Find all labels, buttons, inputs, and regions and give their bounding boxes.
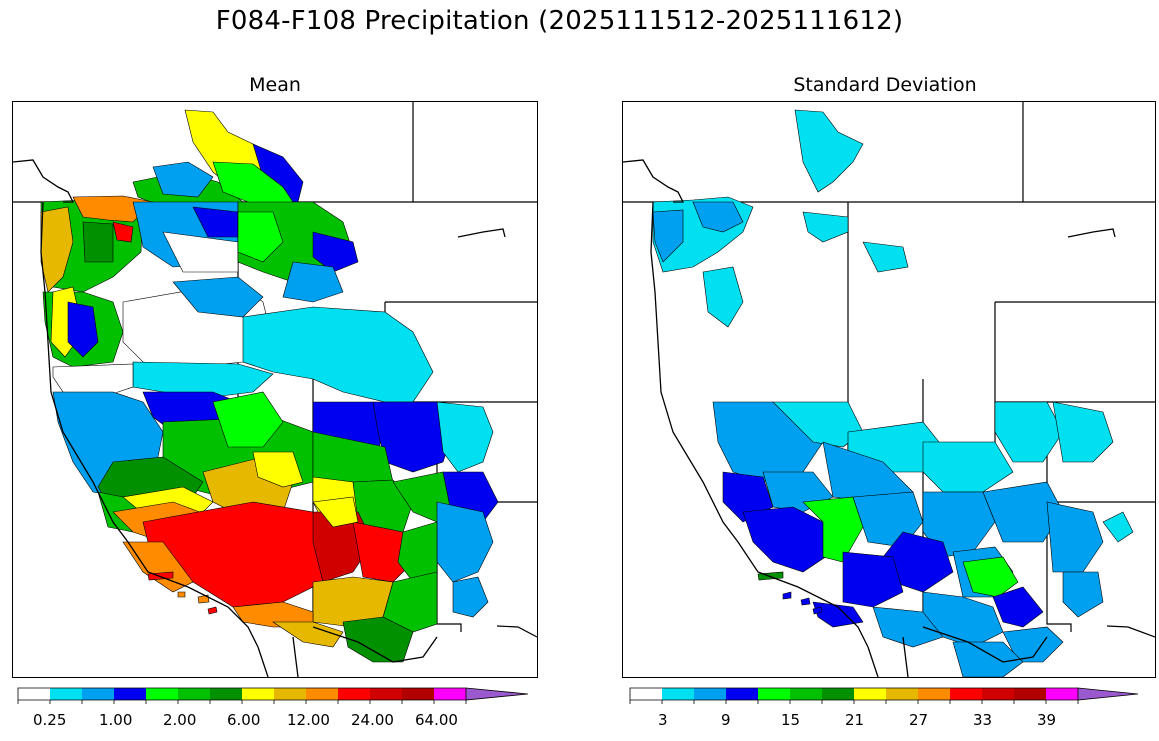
std-tick-label: 33	[973, 711, 993, 729]
mean-map	[12, 101, 538, 678]
colorbar-segment	[726, 688, 758, 700]
colorbar-segment	[18, 688, 50, 700]
colorbar-segment	[210, 688, 242, 700]
colorbar-segment	[50, 688, 82, 700]
coastline	[623, 159, 1116, 677]
colorbar-segment	[306, 688, 338, 700]
mean-tick-label: 64.00	[415, 711, 458, 729]
colorbar-extension	[1077, 687, 1139, 701]
mean-map-canvas	[13, 102, 537, 677]
colorbar-segment	[662, 688, 694, 700]
colorbar-segment	[82, 688, 114, 700]
panel-title-std: Standard Deviation	[793, 74, 977, 96]
colorbar-segment	[758, 688, 790, 700]
std-tick-label: 27	[909, 711, 929, 729]
colorbar-segment	[694, 688, 726, 700]
colorbar-segment	[790, 688, 822, 700]
colorbar-segment	[1014, 688, 1046, 700]
mean-colorbar-svg	[17, 687, 529, 704]
colorbar-segment	[242, 688, 274, 700]
mean-precip-basins	[40, 109, 499, 663]
mean-tick-label: 6.00	[227, 711, 261, 729]
colorbar-segment	[886, 688, 918, 700]
colorbar-segment	[1046, 688, 1078, 700]
colorbar-segment	[402, 688, 434, 700]
std-tick-label: 9	[721, 711, 731, 729]
colorbar-segment	[370, 688, 402, 700]
colorbar-segment	[630, 688, 662, 700]
std-tick-label: 39	[1037, 711, 1057, 729]
colorbar-segment	[146, 688, 178, 700]
colorbar-segment	[822, 688, 854, 700]
std-tick-label: 15	[781, 711, 801, 729]
std-colorbar	[629, 687, 1140, 708]
std-map	[622, 101, 1156, 678]
colorbar-segment	[178, 688, 210, 700]
std-colorbar-svg	[629, 687, 1139, 704]
std-precip-basins	[652, 109, 1134, 677]
std-tick-label: 3	[658, 711, 668, 729]
mean-tick-label: 2.00	[163, 711, 197, 729]
colorbar-segment	[274, 688, 306, 700]
colorbar-extension	[465, 687, 529, 701]
coastline	[13, 159, 506, 677]
colorbar-segment	[982, 688, 1014, 700]
colorbar-segment	[338, 688, 370, 700]
panel-title-mean: Mean	[249, 74, 301, 96]
colorbar-segment	[918, 688, 950, 700]
mean-colorbar	[17, 687, 530, 708]
mean-tick-label: 0.25	[33, 711, 67, 729]
mean-tick-label: 1.00	[99, 711, 133, 729]
colorbar-segment	[434, 688, 466, 700]
colorbar-segment	[950, 688, 982, 700]
std-tick-label: 21	[845, 711, 865, 729]
figure-title: F084-F108 Precipitation (2025111512-2025…	[215, 6, 904, 36]
colorbar-segment	[114, 688, 146, 700]
mean-tick-label: 24.00	[351, 711, 394, 729]
mean-tick-label: 12.00	[287, 711, 330, 729]
std-map-canvas	[623, 102, 1155, 677]
colorbar-segment	[854, 688, 886, 700]
